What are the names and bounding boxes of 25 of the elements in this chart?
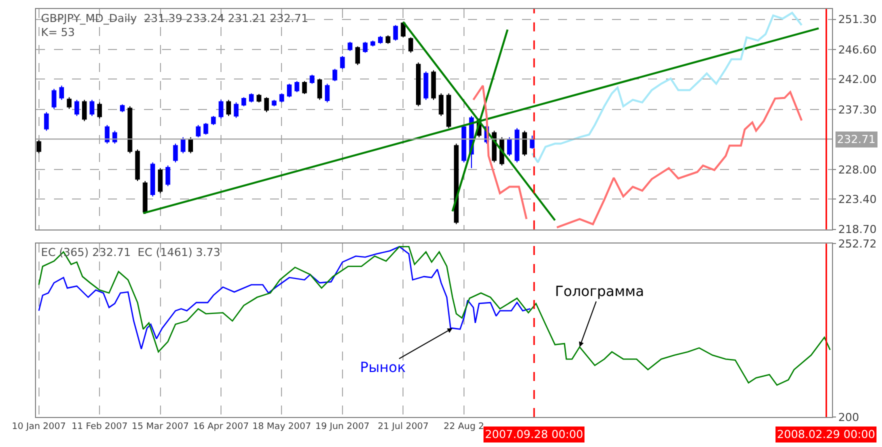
y-tick-label: 237.30 [838,103,877,116]
y-tick-label: 242.00 [838,73,877,86]
annotation: Рынок [360,360,406,376]
x-tick-label: 18 May 2007 [252,422,312,432]
x-tick-label: 19 Jun 2007 [315,422,370,432]
ref-line-label: 232.71 [837,133,876,146]
y-tick-label: 200 [838,410,860,424]
x-tick-label: 11 Feb 2007 [72,422,128,432]
x-tick-label: 10 Jan 2007 [12,422,66,432]
x-tick-label: 16 Apr 2007 [193,422,249,432]
x-tick-label: 21 Jul 2007 [378,422,429,432]
x-tick-label: 22 Aug 2 [444,422,484,432]
y-tick-label: 223.40 [838,192,877,206]
x-tick-label: 15 Mar 2007 [132,422,189,432]
y-tick-label: 218.70 [838,223,877,236]
y-tick-label: 228.00 [838,163,877,176]
text: K= 53 [41,26,75,39]
y-tick-label: 252.72 [838,237,877,250]
ref-line-label: 2008.02.29 00:00 [777,428,876,441]
annotation: Голограмма [555,284,644,300]
ref-line-label: 2007.09.28 00:00 [485,428,584,441]
y-tick-label: 251.30 [838,13,877,26]
chart-title: GBPJPY_MD_Daily 231.39 233.24 231.21 232.71 [41,12,308,25]
chart-title: EC (365) 232.71 EC (1461) 3.73 [41,246,220,259]
y-tick-label: 246.60 [838,43,877,56]
